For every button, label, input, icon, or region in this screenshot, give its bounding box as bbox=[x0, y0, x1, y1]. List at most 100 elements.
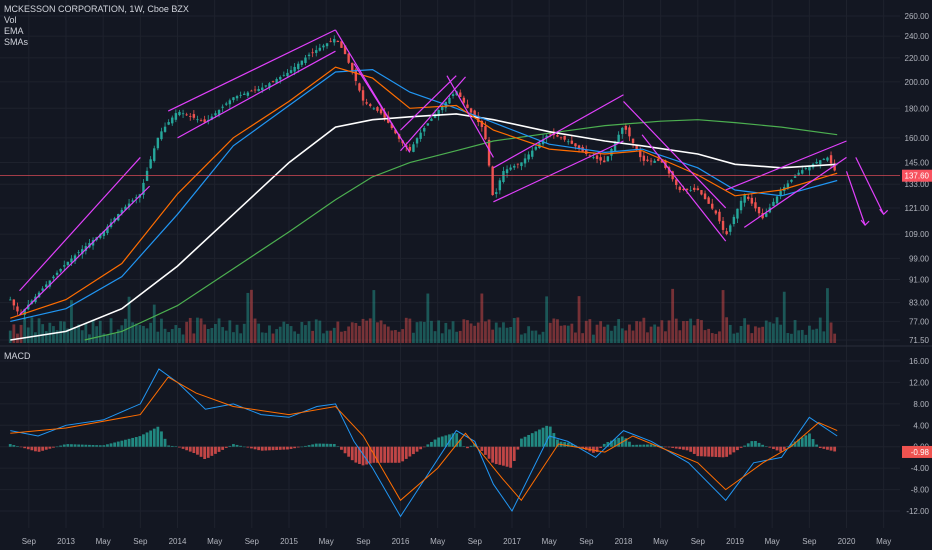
candle-body bbox=[73, 255, 77, 262]
macd-histogram-bar bbox=[44, 446, 48, 450]
macd-histogram-bar bbox=[80, 444, 84, 447]
candle-body bbox=[286, 72, 289, 77]
volume-bar bbox=[412, 332, 415, 343]
candle-body bbox=[120, 209, 124, 214]
volume-bar bbox=[473, 325, 477, 343]
volume-bar bbox=[530, 330, 534, 343]
volume-bar bbox=[613, 325, 617, 343]
candle-body bbox=[549, 133, 552, 135]
volume-bar bbox=[300, 321, 304, 343]
legend-volume[interactable]: Vol bbox=[4, 15, 17, 25]
volume-bar bbox=[710, 333, 714, 343]
macd-histogram-bar bbox=[595, 446, 599, 453]
macd-histogram-bar bbox=[660, 446, 664, 447]
macd-histogram-bar bbox=[833, 446, 837, 452]
candle-body bbox=[628, 127, 631, 137]
macd-histogram-bar bbox=[394, 446, 397, 463]
candle-body bbox=[761, 213, 764, 219]
volume-bar bbox=[336, 321, 340, 343]
candle-body bbox=[772, 201, 775, 206]
volume-bar bbox=[739, 326, 743, 343]
candle-body bbox=[210, 116, 214, 120]
candle-body bbox=[779, 191, 782, 196]
candle-body bbox=[12, 299, 16, 306]
legend-ema[interactable]: EMA bbox=[4, 26, 24, 36]
volume-bar bbox=[674, 318, 678, 343]
volume-bar bbox=[462, 319, 466, 343]
macd-histogram-bar bbox=[520, 438, 523, 447]
price-tick-label: 71.50 bbox=[909, 336, 930, 345]
macd-histogram-bar bbox=[260, 446, 264, 451]
volume-bar bbox=[160, 318, 163, 343]
candle-body bbox=[736, 208, 739, 219]
volume-bar bbox=[84, 323, 88, 343]
candle-body bbox=[527, 154, 530, 160]
trendline bbox=[493, 94, 624, 169]
candle-body bbox=[102, 231, 106, 236]
candle-body bbox=[228, 100, 232, 105]
candle-body bbox=[689, 189, 692, 191]
trendline bbox=[167, 29, 336, 112]
candle-body bbox=[516, 163, 520, 165]
macd-histogram-bar bbox=[41, 446, 45, 451]
candle-body bbox=[163, 126, 167, 132]
volume-bar bbox=[372, 290, 376, 343]
time-tick-label: May bbox=[542, 537, 557, 546]
volume-bar bbox=[329, 330, 333, 343]
macd-histogram-bar bbox=[570, 444, 574, 447]
candle-body bbox=[635, 145, 638, 151]
candle-body bbox=[790, 179, 793, 182]
macd-histogram-bar bbox=[779, 446, 783, 452]
candle-body bbox=[394, 129, 397, 134]
candle-body bbox=[171, 117, 174, 124]
candle-body bbox=[653, 160, 656, 163]
volume-bar bbox=[368, 318, 372, 343]
macd-pane-title[interactable]: MACD bbox=[4, 351, 31, 361]
volume-bar bbox=[253, 318, 257, 343]
volume-bar bbox=[678, 330, 682, 343]
volume-bar bbox=[754, 326, 757, 343]
candle-body bbox=[372, 108, 376, 110]
macd-histogram-bar bbox=[412, 446, 415, 455]
volume-bar bbox=[653, 324, 657, 343]
macd-histogram-bar bbox=[415, 446, 419, 452]
candle-body bbox=[617, 134, 620, 143]
macd-histogram-bar bbox=[131, 437, 135, 447]
macd-histogram-bar bbox=[232, 444, 235, 447]
candle-body bbox=[124, 206, 127, 210]
macd-histogram-bar bbox=[66, 444, 70, 447]
volume-bar bbox=[95, 326, 99, 343]
volume-bar bbox=[131, 322, 135, 343]
volume-bar bbox=[142, 325, 145, 343]
macd-histogram-bar bbox=[210, 446, 214, 456]
macd-histogram-bar bbox=[649, 444, 653, 447]
macd-histogram-bar bbox=[451, 433, 455, 447]
macd-histogram-bar bbox=[160, 431, 163, 447]
candle-body bbox=[203, 119, 206, 123]
candle-body bbox=[714, 210, 718, 214]
macd-histogram-bar bbox=[786, 446, 790, 448]
macd-histogram-bar bbox=[286, 446, 289, 450]
volume-bar bbox=[138, 325, 142, 343]
last-price-label: 137.60 bbox=[905, 172, 930, 181]
candle-body bbox=[217, 109, 221, 116]
candle-body bbox=[592, 157, 595, 159]
volume-bar bbox=[818, 317, 822, 343]
macd-histogram-bar bbox=[674, 446, 678, 449]
candle-body bbox=[804, 168, 808, 169]
candle-body bbox=[451, 94, 455, 96]
macd-histogram-bar bbox=[775, 446, 779, 451]
candle-body bbox=[246, 92, 250, 96]
legend-smas[interactable]: SMAs bbox=[4, 37, 29, 47]
candle-body bbox=[340, 41, 343, 48]
volume-bar bbox=[480, 293, 484, 343]
time-tick-label: Sep bbox=[802, 537, 817, 546]
macd-histogram-bar bbox=[8, 444, 12, 447]
macd-histogram-bar bbox=[325, 443, 329, 447]
price-tick-label: 160.00 bbox=[905, 134, 930, 143]
volume-bar bbox=[826, 288, 829, 343]
volume-bar bbox=[268, 325, 271, 343]
macd-histogram-bar bbox=[77, 444, 81, 447]
macd-histogram-bar bbox=[563, 442, 567, 447]
